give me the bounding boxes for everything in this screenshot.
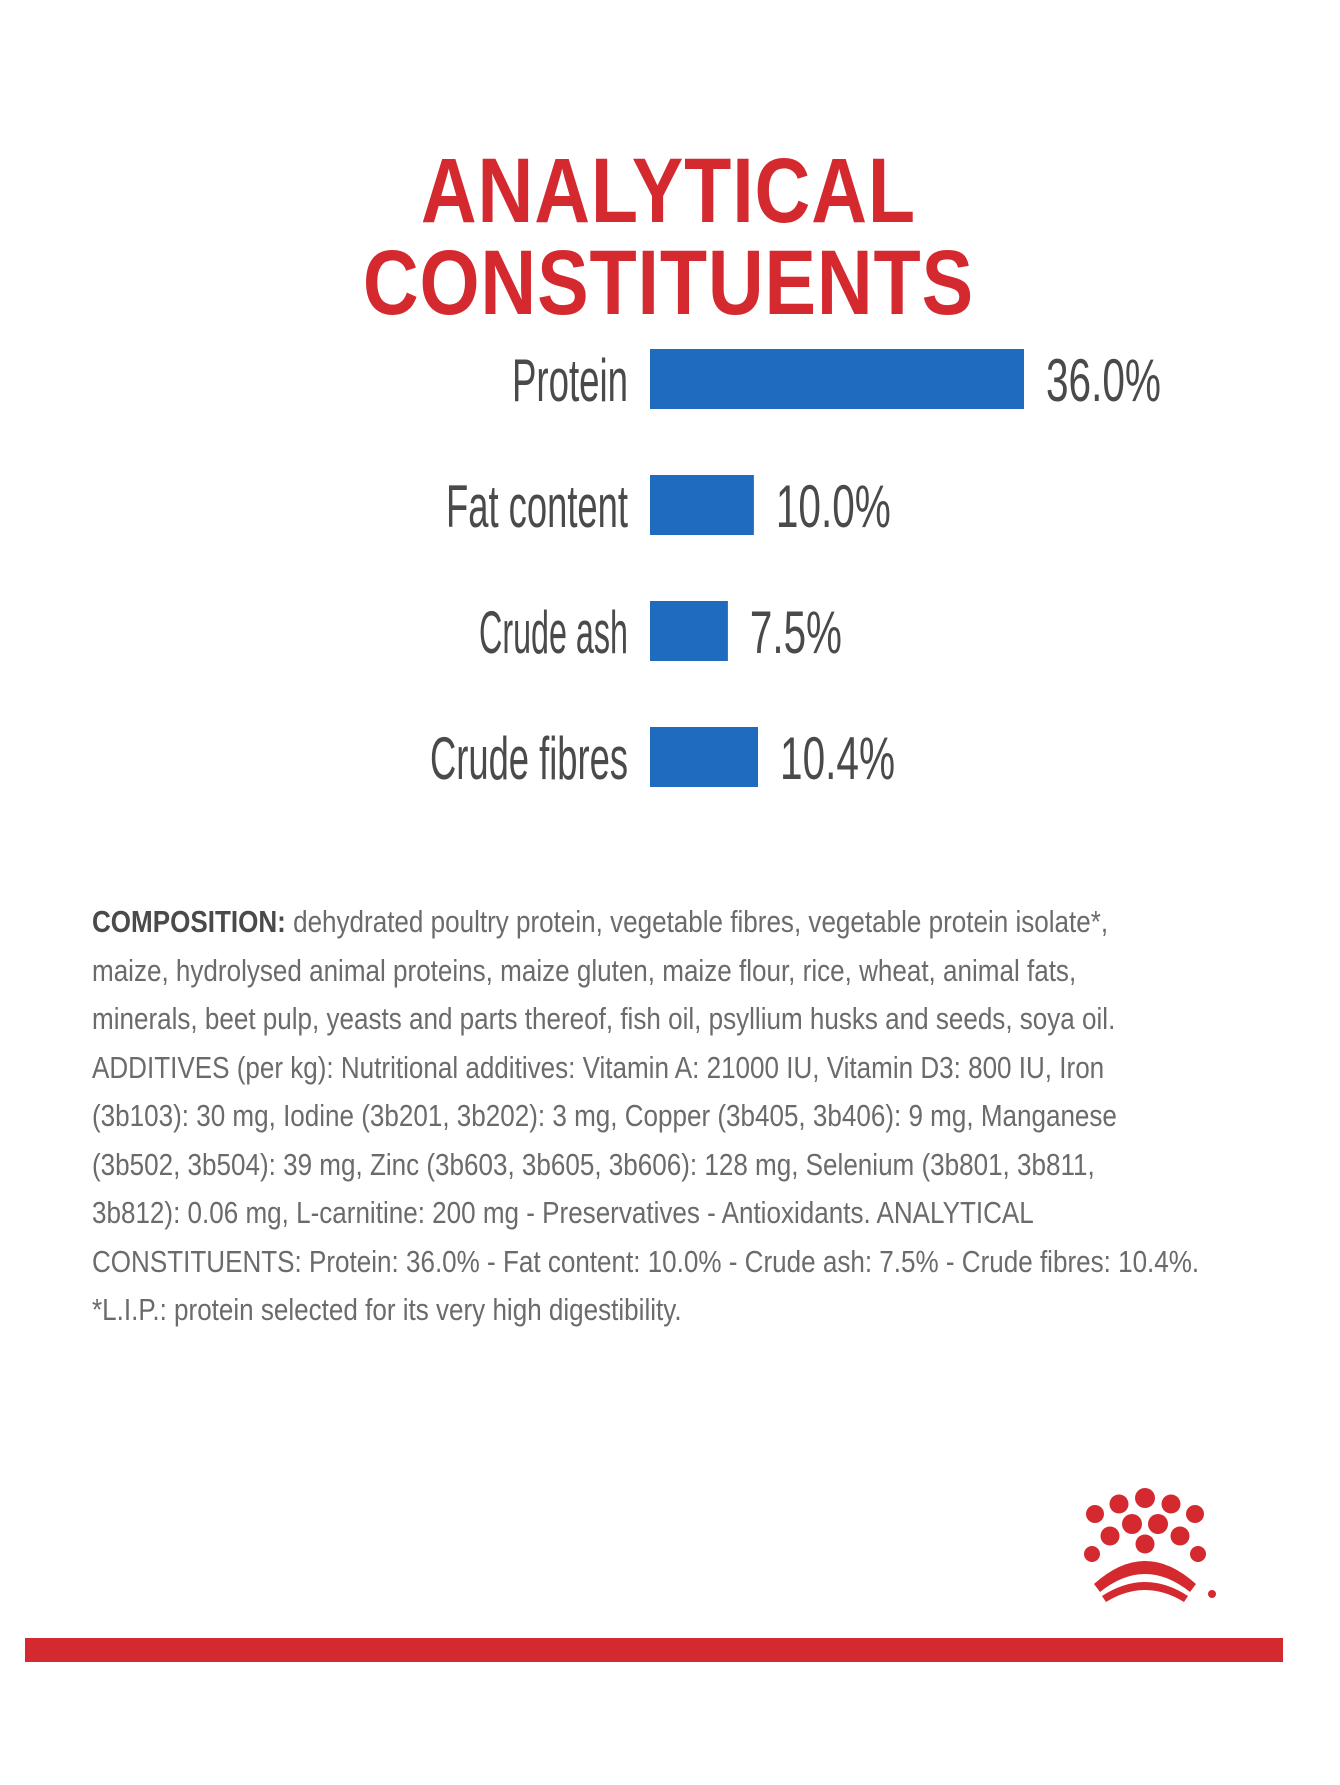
value-label-protein: 36.0% [1046, 347, 1161, 414]
category-label-crude-ash: Crude ash [479, 599, 628, 666]
value-label-crude-fibres: 10.4% [780, 725, 895, 792]
bar-chart: Protein 36.0% Fat content 10.0% Crude ash 7.5… [430, 347, 1161, 792]
composition-line-4: ADDITIVES (per kg): Nutritional additive… [92, 1049, 1105, 1085]
bar-crude-ash [650, 601, 728, 661]
composition-line-3: minerals, beet pulp, yeasts and parts th… [92, 1001, 1116, 1036]
page-title: ANALYTICAL CONSTITUENTS [362, 140, 974, 334]
composition-line-8: CONSTITUENTS: Protein: 36.0% - Fat conte… [92, 1243, 1200, 1279]
composition-line-text: dehydrated poultry protein, vegetable fi… [285, 904, 1109, 939]
composition-line-7: 3b812): 0.06 mg, L-carnitine: 200 mg - P… [92, 1195, 1034, 1230]
bar-crude-fibres [650, 727, 758, 787]
category-label-protein: Protein [512, 347, 628, 414]
crown-logo-icon [1084, 1488, 1216, 1602]
value-label-fat-content: 10.0% [776, 473, 891, 540]
composition-lead: COMPOSITION: [92, 904, 286, 939]
composition-line-5: (3b103): 30 mg, Iodine (3b201, 3b202): 3… [92, 1098, 1117, 1133]
value-label-crude-ash: 7.5% [750, 599, 842, 666]
composition-line-1: COMPOSITION: dehydrated poultry protein,… [92, 898, 1243, 947]
footer-bar [25, 1638, 1283, 1662]
composition-line-2: maize, hydrolysed animal proteins, maize… [92, 952, 1077, 988]
composition-line-6: (3b502, 3b504): 39 mg, Zinc (3b603, 3b60… [92, 1146, 1095, 1182]
composition-line-9: *L.I.P.: protein selected for its very h… [92, 1292, 682, 1327]
bar-protein [650, 349, 1024, 409]
category-label-fat-content: Fat content [446, 473, 628, 540]
bar-fat-content [650, 475, 754, 535]
composition-text: COMPOSITION: dehydrated poultry protein,… [92, 898, 1243, 1335]
category-label-crude-fibres: Crude fibres [430, 725, 628, 792]
